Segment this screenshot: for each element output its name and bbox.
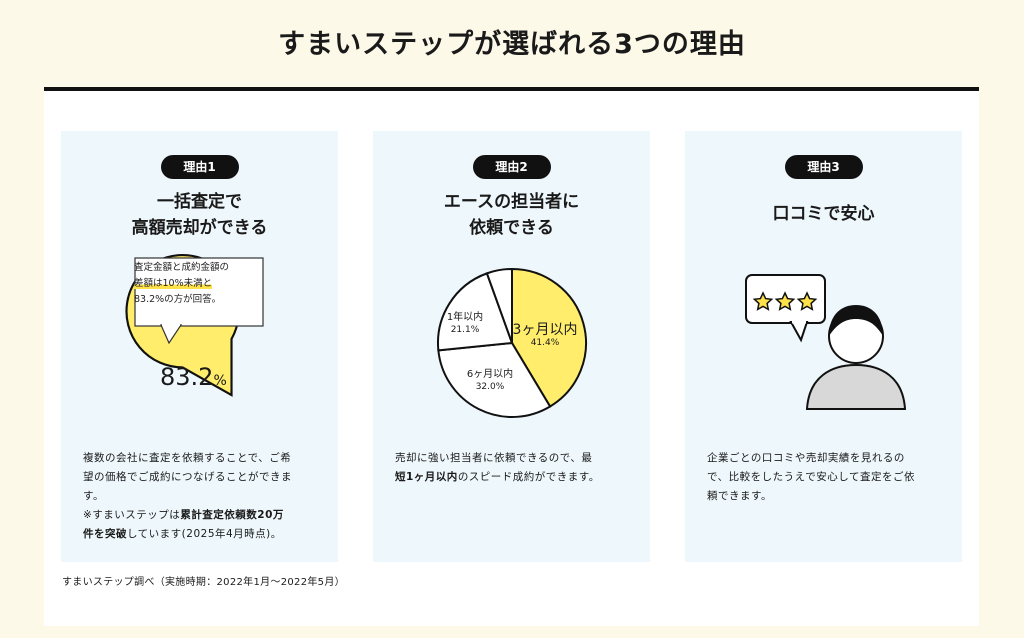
review-illustration — [745, 274, 907, 410]
reason-heading: エースの担当者に 依頼できる — [373, 189, 650, 241]
reason-card-1: 理由1 一括査定で 高額売却ができる 査定金額と成約金額の 差額は10%未満と … — [61, 131, 338, 562]
callout-line: 83.2%の方が回答。 — [134, 294, 222, 305]
reason-badge: 理由3 — [784, 155, 863, 179]
callout-line: 差額は10%未満と — [134, 276, 262, 292]
pie-label-value: 21.1% — [450, 325, 480, 335]
reason-heading-line: 依頼できる — [469, 218, 554, 238]
pie-label-text: 6ヶ月以内 — [466, 369, 514, 380]
percent-unit: % — [213, 373, 227, 389]
pie-slice-3 — [485, 267, 513, 344]
pie-label-text: 1年以内 — [446, 312, 484, 323]
desc-line: で、比較をしたうえで安心して査定をご依 — [707, 471, 915, 483]
desc-line: しています(2025年4月時点)。 — [127, 528, 282, 540]
desc-bold: 短1ヶ月以内 — [395, 471, 458, 483]
percent-value: 83.2 — [160, 363, 214, 391]
pie-label-text: 3ヶ月以内 — [512, 322, 578, 338]
callout-bubble — [134, 257, 264, 327]
desc-line: 複数の会社に査定を依頼することで、ご希 — [83, 452, 292, 464]
reason-badge: 理由2 — [472, 155, 551, 179]
reason-card-3: 理由3 口コミで安心 企業ごとの口コミや売却実績を見れるの で、比較をしたうえで… — [685, 131, 962, 562]
pie-label-value: 32.0% — [475, 382, 505, 392]
callout-highlight: 差額は10%未満と — [134, 278, 213, 289]
reason-description: 複数の会社に査定を依頼することで、ご希 望の価格でご成約につなげることができま … — [83, 449, 323, 544]
reason-heading-line: 口コミで安心 — [772, 204, 875, 224]
footnote: すまいステップ調べ（実施時期：2022年1月〜2022年5月） — [62, 577, 345, 588]
person-icon — [805, 305, 907, 410]
reason-badge: 理由1 — [160, 155, 239, 179]
pie-slice-1 — [437, 341, 552, 418]
speed-pie-chart — [437, 267, 587, 418]
big-percent: 83.2% — [160, 363, 227, 391]
desc-line: 頼できます。 — [707, 490, 772, 502]
pie-label-1year: 1年以内 21.1% — [440, 311, 490, 337]
reason-description: 売却に強い担当者に依頼できるので、最 短1ヶ月以内のスピード成約ができます。 — [395, 449, 635, 487]
reason-heading: 口コミで安心 — [685, 201, 962, 227]
callout-line: 査定金額と成約金額の — [134, 262, 230, 273]
desc-line: 売却に強い担当者に依頼できるので、最 — [395, 452, 593, 464]
page-title: すまいステップが選ばれる3つの理由 — [278, 29, 746, 60]
reason-heading: 一括査定で 高額売却ができる — [61, 189, 338, 241]
pie-label-6months: 6ヶ月以内 32.0% — [462, 368, 518, 394]
desc-bold: 累計査定依頼数20万 — [180, 509, 284, 521]
pie-label-value: 41.4% — [530, 338, 560, 348]
desc-line: す。 — [83, 490, 104, 502]
satisfaction-pie — [125, 254, 264, 397]
pie-label-3months: 3ヶ月以内 41.4% — [509, 322, 581, 350]
title-divider — [44, 87, 979, 91]
desc-line: 望の価格でご成約につなげることができま — [83, 471, 292, 483]
star-icon — [752, 291, 818, 311]
reason-card-2: 理由2 エースの担当者に 依頼できる 3ヶ月以内 41.4% 6ヶ月以内 32.… — [373, 131, 650, 562]
desc-bold: 件を突破 — [83, 528, 127, 540]
desc-line: のスピード成約ができます。 — [457, 471, 600, 483]
reason-description: 企業ごとの口コミや売却実績を見れるの で、比較をしたうえで安心して査定をご依 頼… — [707, 449, 947, 506]
desc-line: 企業ごとの口コミや売却実績を見れるの — [707, 452, 905, 464]
reason-heading-line: 高額売却ができる — [131, 218, 268, 238]
desc-line: ※すまいステップは — [83, 509, 181, 521]
callout-text: 査定金額と成約金額の 差額は10%未満と 83.2%の方が回答。 — [134, 260, 262, 308]
reason-heading-line: エースの担当者に — [443, 192, 580, 212]
reason-heading-line: 一括査定で — [157, 192, 242, 212]
